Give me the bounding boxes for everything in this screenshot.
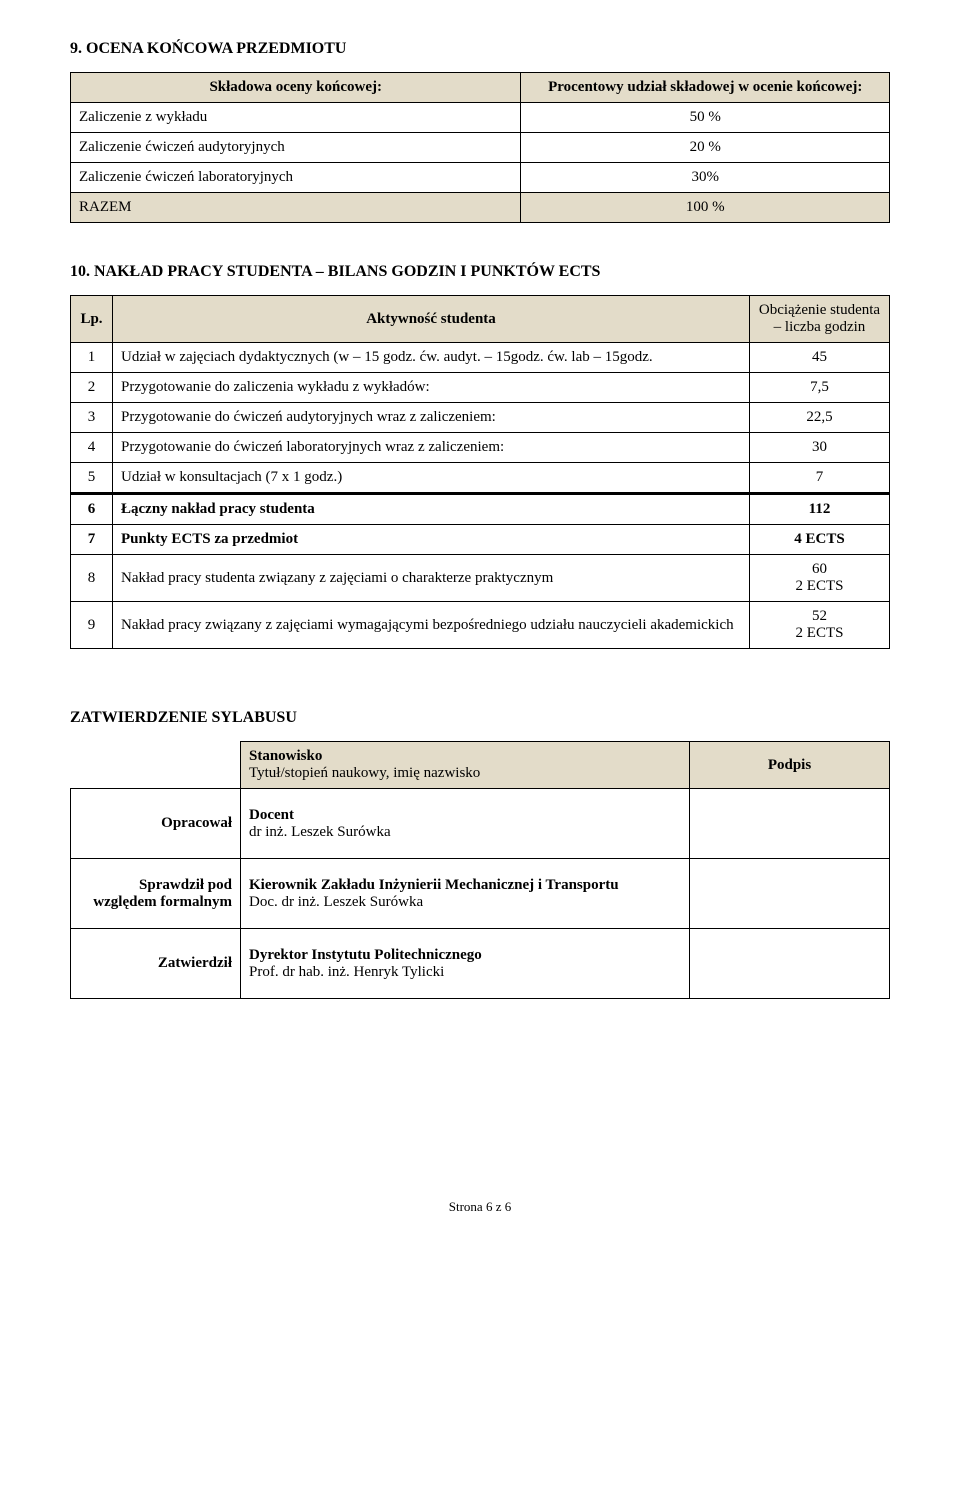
- workload-lp: 2: [71, 373, 113, 403]
- approval-empty-header: [71, 742, 241, 789]
- workload-header-lp: Lp.: [71, 296, 113, 343]
- workload-row: 8 Nakład pracy studenta związany z zajęc…: [71, 555, 890, 602]
- grade-header-right: Procentowy udział składowej w ocenie koń…: [521, 73, 890, 103]
- grade-row-label: Zaliczenie ćwiczeń audytoryjnych: [71, 133, 521, 163]
- grade-total-value: 100 %: [521, 193, 890, 223]
- approval-person: Dyrektor Instytutu Politechnicznego Prof…: [241, 929, 690, 999]
- workload-table: Lp. Aktywność studenta Obciążenie studen…: [70, 295, 890, 649]
- approval-person: Docent dr inż. Leszek Surówka: [241, 789, 690, 859]
- approval-row: Sprawdził pod względem formalnym Kierown…: [71, 859, 890, 929]
- grade-row-label: Zaliczenie z wykładu: [71, 103, 521, 133]
- workload-value: 52 2 ECTS: [750, 602, 890, 649]
- workload-activity: Nakład pracy studenta związany z zajęcia…: [113, 555, 750, 602]
- approval-line1: Docent: [249, 807, 294, 823]
- workload-activity: Przygotowanie do ćwiczeń audytoryjnych w…: [113, 403, 750, 433]
- approval-line2: Prof. dr hab. inż. Henryk Tylicki: [249, 964, 444, 980]
- grade-table: Składowa oceny końcowej: Procentowy udzi…: [70, 72, 890, 223]
- grade-row: Zaliczenie ćwiczeń laboratoryjnych 30%: [71, 163, 890, 193]
- approval-role: Zatwierdził: [71, 929, 241, 999]
- workload-value: 4 ECTS: [750, 525, 890, 555]
- section9-title: 9. OCENA KOŃCOWA PRZEDMIOTU: [70, 40, 890, 58]
- workload-lp: 9: [71, 602, 113, 649]
- workload-value-a: 60: [812, 561, 827, 577]
- workload-activity: Przygotowanie do zaliczenia wykładu z wy…: [113, 373, 750, 403]
- workload-value-a: 52: [812, 608, 827, 624]
- workload-row-ects: 7 Punkty ECTS za przedmiot 4 ECTS: [71, 525, 890, 555]
- workload-value: 60 2 ECTS: [750, 555, 890, 602]
- grade-row-label: Zaliczenie ćwiczeń laboratoryjnych: [71, 163, 521, 193]
- workload-row: 3 Przygotowanie do ćwiczeń audytoryjnych…: [71, 403, 890, 433]
- grade-total-label: RAZEM: [71, 193, 521, 223]
- workload-value: 7,5: [750, 373, 890, 403]
- grade-row: Zaliczenie z wykładu 50 %: [71, 103, 890, 133]
- approval-row: Zatwierdził Dyrektor Instytutu Politechn…: [71, 929, 890, 999]
- workload-header-load: Obciążenie studenta – liczba godzin: [750, 296, 890, 343]
- workload-activity: Punkty ECTS za przedmiot: [113, 525, 750, 555]
- workload-value: 112: [750, 494, 890, 525]
- workload-activity: Przygotowanie do ćwiczeń laboratoryjnych…: [113, 433, 750, 463]
- workload-header-activity: Aktywność studenta: [113, 296, 750, 343]
- approval-sign-cell: [690, 789, 890, 859]
- workload-lp: 6: [71, 494, 113, 525]
- grade-header-left: Składowa oceny końcowej:: [71, 73, 521, 103]
- workload-activity: Łączny nakład pracy studenta: [113, 494, 750, 525]
- workload-value: 22,5: [750, 403, 890, 433]
- workload-value-b: 2 ECTS: [796, 625, 844, 641]
- workload-activity: Udział w zajęciach dydaktycznych (w – 15…: [113, 343, 750, 373]
- workload-lp: 5: [71, 463, 113, 494]
- approval-title: ZATWIERDZENIE SYLABUSU: [70, 709, 890, 727]
- approval-line2: Doc. dr inż. Leszek Surówka: [249, 894, 423, 910]
- approval-line2: dr inż. Leszek Surówka: [249, 824, 391, 840]
- grade-row-value: 20 %: [521, 133, 890, 163]
- workload-lp: 8: [71, 555, 113, 602]
- approval-role: Sprawdził pod względem formalnym: [71, 859, 241, 929]
- approval-sign-cell: [690, 859, 890, 929]
- grade-row-value: 50 %: [521, 103, 890, 133]
- page-footer: Strona 6 z 6: [70, 1199, 890, 1215]
- workload-activity: Nakład pracy związany z zajęciami wymaga…: [113, 602, 750, 649]
- workload-lp: 4: [71, 433, 113, 463]
- approval-role: Opracował: [71, 789, 241, 859]
- workload-row: 4 Przygotowanie do ćwiczeń laboratoryjny…: [71, 433, 890, 463]
- approval-line1: Kierownik Zakładu Inżynierii Mechaniczne…: [249, 877, 619, 893]
- workload-value: 45: [750, 343, 890, 373]
- workload-row: 9 Nakład pracy związany z zajęciami wyma…: [71, 602, 890, 649]
- workload-row: 2 Przygotowanie do zaliczenia wykładu z …: [71, 373, 890, 403]
- approval-sign-cell: [690, 929, 890, 999]
- workload-value-b: 2 ECTS: [796, 578, 844, 594]
- workload-value: 7: [750, 463, 890, 494]
- workload-lp: 7: [71, 525, 113, 555]
- section10-title: 10. NAKŁAD PRACY STUDENTA – BILANS GODZI…: [70, 263, 890, 281]
- approval-row: Opracował Docent dr inż. Leszek Surówka: [71, 789, 890, 859]
- approval-line1: Dyrektor Instytutu Politechnicznego: [249, 947, 482, 963]
- approval-person: Kierownik Zakładu Inżynierii Mechaniczne…: [241, 859, 690, 929]
- workload-value: 30: [750, 433, 890, 463]
- workload-activity: Udział w konsultacjach (7 x 1 godz.): [113, 463, 750, 494]
- grade-total-row: RAZEM 100 %: [71, 193, 890, 223]
- workload-lp: 3: [71, 403, 113, 433]
- approval-header-pos-text: Stanowisko: [249, 748, 322, 764]
- approval-table: Stanowisko Tytuł/stopień naukowy, imię n…: [70, 741, 890, 999]
- grade-row-value: 30%: [521, 163, 890, 193]
- workload-row-total: 6 Łączny nakład pracy studenta 112: [71, 494, 890, 525]
- grade-row: Zaliczenie ćwiczeń audytoryjnych 20 %: [71, 133, 890, 163]
- workload-row: 1 Udział w zajęciach dydaktycznych (w – …: [71, 343, 890, 373]
- approval-header-pos: Stanowisko Tytuł/stopień naukowy, imię n…: [241, 742, 690, 789]
- workload-lp: 1: [71, 343, 113, 373]
- approval-header-sub-text: Tytuł/stopień naukowy, imię nazwisko: [249, 765, 480, 781]
- workload-row: 5 Udział w konsultacjach (7 x 1 godz.) 7: [71, 463, 890, 494]
- approval-header-sign: Podpis: [690, 742, 890, 789]
